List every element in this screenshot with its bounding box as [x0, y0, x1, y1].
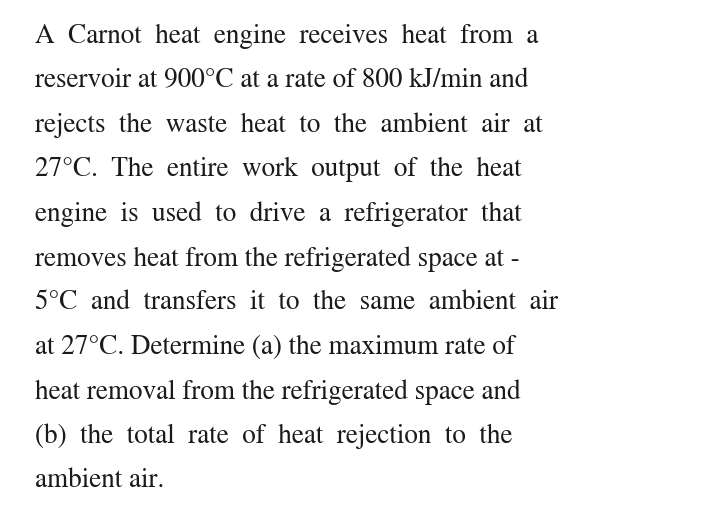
- Text: 27°C.  The  entire  work  output  of  the  heat: 27°C. The entire work output of the heat: [35, 157, 521, 182]
- Text: removes heat from the refrigerated space at -: removes heat from the refrigerated space…: [35, 246, 519, 271]
- Text: at 27°C. Determine (a) the maximum rate of: at 27°C. Determine (a) the maximum rate …: [35, 335, 514, 360]
- Text: heat removal from the refrigerated space and: heat removal from the refrigerated space…: [35, 379, 520, 405]
- Text: engine  is  used  to  drive  a  refrigerator  that: engine is used to drive a refrigerator t…: [35, 201, 521, 227]
- Text: rejects  the  waste  heat  to  the  ambient  air  at: rejects the waste heat to the ambient ai…: [35, 113, 542, 138]
- Text: ambient air.: ambient air.: [35, 468, 164, 493]
- Text: 5°C  and  transfers  it  to  the  same  ambient  air: 5°C and transfers it to the same ambient…: [35, 290, 557, 316]
- Text: (b)  the  total  rate  of  heat  rejection  to  the: (b) the total rate of heat rejection to …: [35, 424, 512, 449]
- Text: reservoir at 900°C at a rate of 800 kJ/min and: reservoir at 900°C at a rate of 800 kJ/m…: [35, 68, 528, 93]
- Text: A  Carnot  heat  engine  receives  heat  from  a: A Carnot heat engine receives heat from …: [35, 24, 538, 49]
